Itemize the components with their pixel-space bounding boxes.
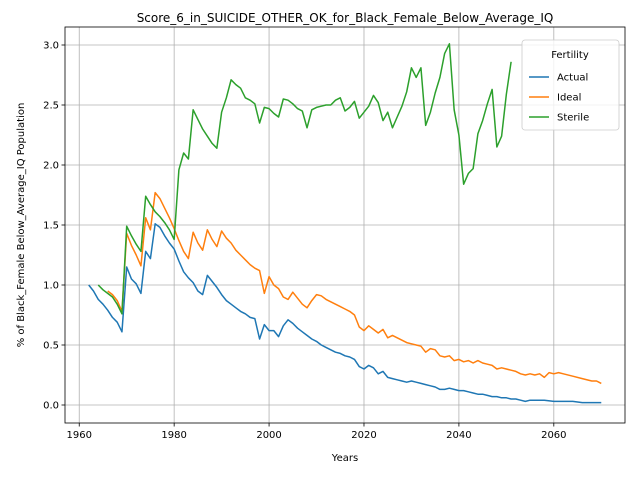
legend-title: Fertility xyxy=(551,50,589,61)
x-tick-label: 1980 xyxy=(161,430,186,441)
y-tick-label: 3.0 xyxy=(43,41,59,52)
x-tick-label: 2020 xyxy=(351,430,376,441)
x-axis-label: Years xyxy=(331,453,358,464)
y-tick-label: 2.0 xyxy=(43,161,59,172)
series-line-actual xyxy=(88,223,602,404)
grid xyxy=(65,27,625,423)
y-tick-label: 1.0 xyxy=(43,281,59,292)
y-tick-label: 1.5 xyxy=(43,221,59,232)
x-tick-label: 2000 xyxy=(256,430,281,441)
y-tick-label: 0.0 xyxy=(43,401,59,412)
legend-label-actual: Actual xyxy=(557,73,588,84)
x-tick-label: 2060 xyxy=(541,430,566,441)
legend-frame xyxy=(521,39,620,131)
y-tick-label: 0.5 xyxy=(43,341,59,352)
y-axis-label: % of Black_Female Below_Average_IQ Popul… xyxy=(16,103,27,348)
series-lines xyxy=(88,43,602,404)
chart-title: Score_6_in_SUICIDE_OTHER_OK_for_Black_Fe… xyxy=(137,11,554,25)
legend-entries: Actual Ideal Sterile xyxy=(529,73,589,124)
y-tick-label: 2.5 xyxy=(43,101,59,112)
legend-label-sterile: Sterile xyxy=(557,113,589,124)
series-line-sterile xyxy=(97,43,512,315)
legend: Fertility Actual Ideal Sterile xyxy=(521,39,620,131)
x-tick-label: 2040 xyxy=(446,430,471,441)
legend-label-ideal: Ideal xyxy=(557,93,581,104)
series-line-ideal xyxy=(107,191,602,385)
x-tick-label: 1960 xyxy=(67,430,92,441)
axis-ticks: 1960 1980 2000 2020 2040 2060 0.0 0.5 1.0 1.5 2.0 2… xyxy=(43,41,566,442)
